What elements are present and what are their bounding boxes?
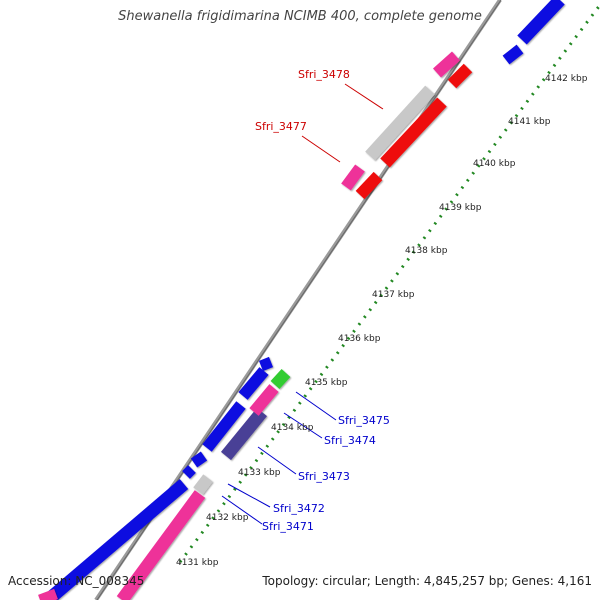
ruler-label: 4132 kbp xyxy=(206,513,249,523)
ruler-ticks xyxy=(178,4,600,563)
map-title: Shewanella frigidimarina NCIMB 400, comp… xyxy=(118,9,482,24)
gene-pink xyxy=(249,384,279,416)
gene-blue xyxy=(202,401,246,452)
gene-pink xyxy=(341,164,365,191)
gene-track-inner xyxy=(38,51,473,600)
gene-green xyxy=(270,368,291,390)
gene-blue xyxy=(502,44,524,65)
ruler-label: 4136 kbp xyxy=(338,334,381,344)
gene-gray xyxy=(193,474,213,495)
label-callouts xyxy=(221,83,384,525)
gene-label-sfri-3478[interactable]: Sfri_3478 xyxy=(298,68,350,81)
genome-summary-text: Topology: circular; Length: 4,845,257 bp… xyxy=(262,574,592,588)
gene-label-sfri-3475[interactable]: Sfri_3475 xyxy=(338,414,390,427)
gene-blue xyxy=(182,465,196,479)
gene-label-sfri-3471[interactable]: Sfri_3471 xyxy=(262,520,314,533)
gene-labels: Sfri_3478 Sfri_3477 Sfri_3475 Sfri_3474 … xyxy=(255,68,390,533)
ruler-label: 4133 kbp xyxy=(238,468,281,478)
gene-label-sfri-3473[interactable]: Sfri_3473 xyxy=(298,470,350,483)
gene-label-sfri-3474[interactable]: Sfri_3474 xyxy=(324,434,376,447)
gene-pink xyxy=(116,490,206,600)
ruler-label: 4137 kbp xyxy=(372,290,415,300)
ruler-label: 4140 kbp xyxy=(473,159,516,169)
gene-red xyxy=(380,97,447,168)
ruler-label: 4141 kbp xyxy=(508,117,551,127)
gene-pink xyxy=(38,588,58,600)
gene-red xyxy=(447,63,473,89)
ruler-label: 4134 kbp xyxy=(271,423,314,433)
gene-blue xyxy=(258,356,274,372)
gene-gray xyxy=(365,85,435,161)
gene-blue xyxy=(238,367,269,400)
accession-text: Accession: NC_008345 xyxy=(8,574,145,588)
gene-label-sfri-3477[interactable]: Sfri_3477 xyxy=(255,120,307,133)
ruler-label: 4135 kbp xyxy=(305,378,348,388)
ruler-label: 4131 kbp xyxy=(176,558,219,568)
gene-label-sfri-3472[interactable]: Sfri_3472 xyxy=(273,502,325,515)
ruler-label: 4139 kbp xyxy=(439,203,482,213)
gene-track-outer-blue xyxy=(43,0,565,600)
ruler-labels: 4131 kbp 4132 kbp 4133 kbp 4134 kbp 4135… xyxy=(176,74,588,568)
ruler-label: 4142 kbp xyxy=(545,74,588,84)
gene-blue xyxy=(517,0,565,45)
gene-red xyxy=(355,171,383,200)
gene-purple xyxy=(220,407,268,461)
gene-pink xyxy=(432,51,461,78)
gene-blue xyxy=(43,479,189,600)
ruler-label: 4138 kbp xyxy=(405,246,448,256)
gene-blue xyxy=(190,451,208,468)
